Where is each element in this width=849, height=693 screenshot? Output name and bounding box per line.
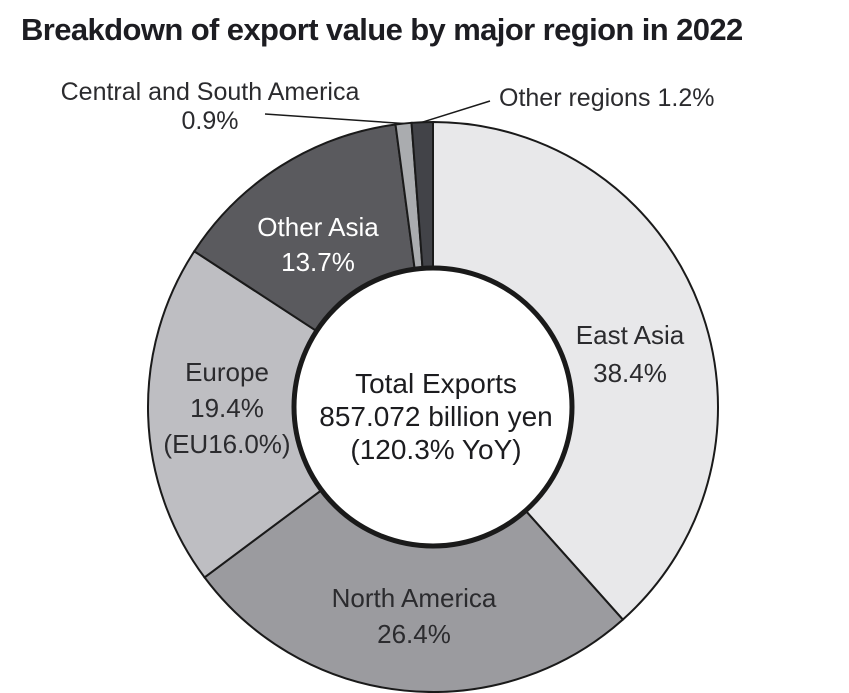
label-europe-name: Europe <box>185 357 269 387</box>
donut-center-label: Total Exports 857.072 billion yen (120.3… <box>319 367 553 466</box>
callout-other-regions-name: Other regions <box>499 84 651 112</box>
chart-title: Breakdown of export value by major regio… <box>21 12 743 47</box>
label-europe: Europe 19.4% (EU16.0%) <box>163 354 290 462</box>
label-east-asia-name: East Asia <box>575 320 685 350</box>
label-europe-eu-share: (EU16.0%) <box>163 429 291 459</box>
callout-leader-lines <box>264 100 491 125</box>
center-label-line2: 857.072 billion yen <box>319 401 553 432</box>
label-north-america-pct: 26.4% <box>377 619 451 649</box>
callout-central-south-america: Central and South America 0.9% <box>61 78 360 136</box>
center-label-line3: (120.3% YoY) <box>350 434 522 465</box>
callout-other-regions-pct: 1.2% <box>657 84 715 112</box>
donut-inner-ring <box>291 265 575 549</box>
center-label-line1: Total Exports <box>355 368 517 399</box>
donut-slices <box>147 120 719 693</box>
callout-other-regions: Other regions 1.2% <box>499 84 714 113</box>
callout-csa-name: Central and South America <box>60 78 360 106</box>
leader-line-central-and-south-america <box>264 113 404 125</box>
label-other-asia: Other Asia 13.7% <box>257 210 378 280</box>
label-north-america-name: North America <box>331 583 497 613</box>
callout-csa-pct: 0.9% <box>181 107 239 135</box>
label-europe-pct: 19.4% <box>190 393 264 423</box>
label-other-asia-pct: 13.7% <box>281 247 355 277</box>
label-east-asia: East Asia 38.4% <box>576 316 684 392</box>
label-east-asia-pct: 38.4% <box>593 358 667 388</box>
label-other-asia-name: Other Asia <box>257 212 379 242</box>
label-north-america: North America 26.4% <box>332 580 497 652</box>
leader-line-other-regions <box>422 100 491 123</box>
